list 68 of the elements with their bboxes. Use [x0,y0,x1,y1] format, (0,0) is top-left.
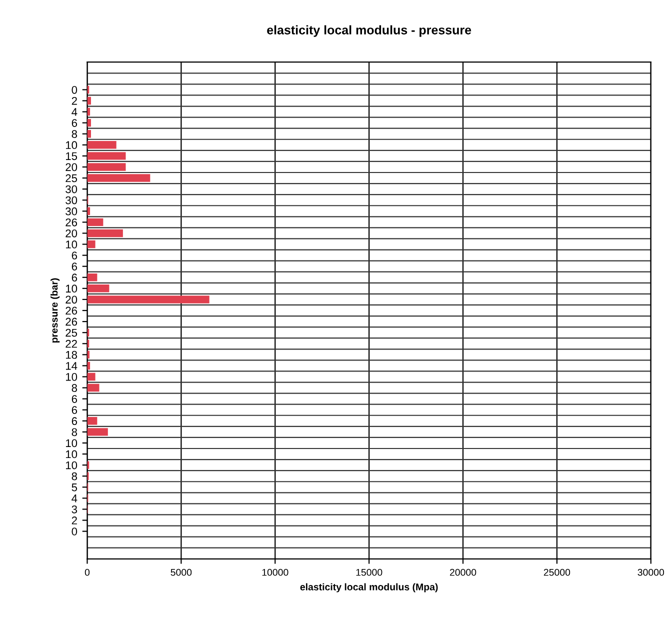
y-tick-label: 6 [72,274,78,282]
bar [87,163,126,171]
bar [87,240,96,248]
y-tick-label: 6 [72,119,78,127]
y-tick-label: 0 [72,528,78,536]
y-tick-label: 18 [66,350,78,359]
bar [87,274,98,282]
x-tick-label: 15000 [356,568,382,576]
bar [87,284,110,292]
y-tick-label: 10 [66,284,78,293]
bar [87,118,91,127]
y-tick-label: 8 [72,472,78,480]
y-tick-label: 14 [66,362,78,370]
y-tick-label: 25 [66,174,78,182]
y-tick-label: 22 [66,340,77,348]
y-tick-label: 30 [66,207,78,216]
y-tick-label: 4 [72,494,78,502]
x-tick-label: 5000 [170,568,192,576]
y-tick-label: 20 [66,229,78,238]
x-tick-label: 10000 [262,568,288,576]
bar [87,152,126,160]
y-tick-label: 25 [66,328,78,337]
y-tick-label: 6 [72,417,78,426]
y-tick-label: 20 [66,296,78,304]
y-tick-label: 4 [72,108,78,116]
x-tick-label: 25000 [544,568,570,576]
x-tick-label: 30000 [638,568,664,576]
bar [87,141,116,149]
bar [87,372,96,381]
bar [87,229,123,238]
y-tick-label: 10 [66,373,78,381]
y-tick-label: 26 [66,218,78,226]
y-tick-label: 2 [72,516,77,524]
bar [87,96,91,105]
y-tick-label: 20 [66,163,78,172]
x-axis-title: elasticity local modulus (Mpa) [300,583,438,592]
y-tick-label: 2 [72,97,77,105]
y-tick-label: 26 [66,306,78,315]
y-axis-title: pressure (bar) [50,278,60,343]
bar [87,296,210,304]
y-tick-label: 10 [66,461,78,470]
y-tick-label: 26 [66,318,78,326]
bar [87,384,100,392]
y-tick-label: 8 [72,384,78,392]
bar [87,417,98,425]
y-tick-label: 30 [66,185,78,194]
y-tick-label: 5 [72,484,78,492]
y-tick-label: 10 [66,439,78,448]
y-tick-label: 15 [66,152,78,160]
bar [87,428,108,436]
y-tick-label: 10 [66,450,78,458]
y-tick-label: 6 [72,262,78,270]
x-tick-label: 0 [84,568,90,576]
y-tick-label: 8 [72,428,78,436]
y-tick-label: 6 [72,406,78,414]
y-tick-label: 8 [72,130,78,138]
y-tick-label: 10 [66,141,78,150]
y-tick-label: 10 [66,240,78,248]
bar [87,130,91,138]
bar [87,174,150,182]
x-tick-label: 20000 [450,568,476,576]
y-tick-label: 0 [72,86,78,94]
y-tick-label: 30 [66,196,78,204]
y-tick-label: 6 [72,252,78,260]
y-tick-label: 6 [72,395,78,403]
y-tick-label: 3 [72,505,78,514]
chart-title: elasticity local modulus - pressure [267,25,472,37]
bar [87,218,104,226]
